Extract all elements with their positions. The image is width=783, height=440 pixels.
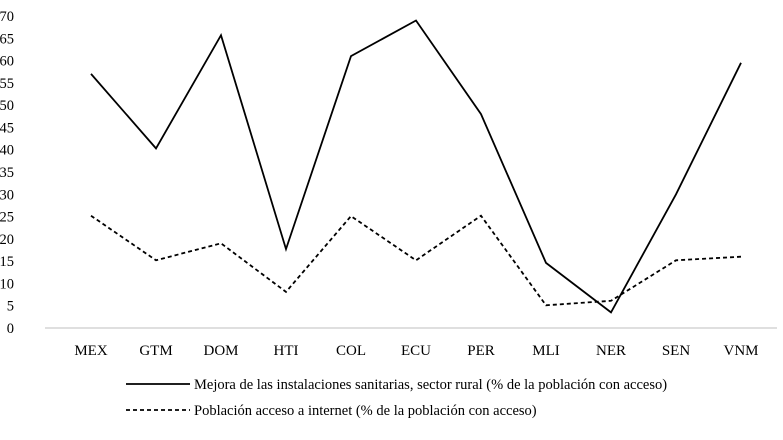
series-layer xyxy=(90,19,742,314)
x-axis: MEX GTM DOM HTI COL ECU PER MLI NER SEN VNM xyxy=(74,343,758,359)
x-tick-label: ECU xyxy=(401,343,431,359)
y-tick-label: 55 xyxy=(0,76,14,92)
x-tick-label: MEX xyxy=(74,343,108,359)
x-tick-label: HTI xyxy=(274,343,299,359)
x-tick-label: VNM xyxy=(723,343,758,359)
legend-label-dashed: Población acceso a internet (% de la pob… xyxy=(194,403,537,419)
y-tick-label: 45 xyxy=(0,120,14,136)
y-tick-label: 50 xyxy=(0,98,14,114)
legend-item-solid: Mejora de las instalaciones sanitarias, … xyxy=(126,377,667,393)
y-tick-label: 5 xyxy=(7,299,14,315)
x-tick-label: SEN xyxy=(662,343,691,359)
y-tick-label: 10 xyxy=(0,276,14,292)
x-tick-label: PER xyxy=(467,343,495,359)
y-tick-label: 0 xyxy=(7,321,14,337)
y-tick-label: 60 xyxy=(0,54,14,70)
x-tick-label: MLI xyxy=(532,343,560,359)
y-axis: 0 5 10 15 20 25 30 35 40 45 50 55 60 65 70 xyxy=(0,9,14,337)
series-line-sanitation xyxy=(90,19,742,314)
legend: Mejora de las instalaciones sanitarias, … xyxy=(126,377,667,419)
y-tick-label: 20 xyxy=(0,232,14,248)
x-tick-label: DOM xyxy=(203,343,238,359)
series-line-internet xyxy=(90,214,742,307)
x-tick-label: GTM xyxy=(139,343,172,359)
x-tick-label: COL xyxy=(336,343,366,359)
x-tick-label: NER xyxy=(596,343,626,359)
legend-label-solid: Mejora de las instalaciones sanitarias, … xyxy=(194,377,667,393)
y-tick-label: 25 xyxy=(0,210,14,226)
legend-item-dashed: Población acceso a internet (% de la pob… xyxy=(126,403,537,419)
y-tick-label: 70 xyxy=(0,9,14,25)
y-tick-label: 65 xyxy=(0,31,14,47)
y-tick-label: 15 xyxy=(0,254,14,270)
y-tick-label: 30 xyxy=(0,187,14,203)
y-tick-label: 40 xyxy=(0,143,14,159)
y-tick-label: 35 xyxy=(0,165,14,181)
